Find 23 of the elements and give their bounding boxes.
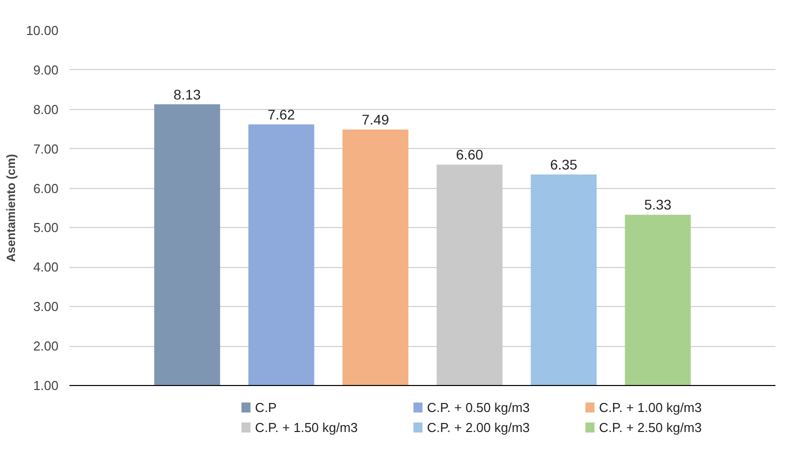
y-tick-label: 7.00 xyxy=(33,141,59,156)
y-tick-label: 4.00 xyxy=(33,260,59,275)
y-tick-label: 5.00 xyxy=(33,220,59,236)
y-tick-label: 6.00 xyxy=(33,180,59,196)
y-tick-label: 1.00 xyxy=(33,378,59,393)
legend-label: C.P. + 2.00 kg/m3 xyxy=(427,420,530,435)
legend-label: C.P. + 1.50 kg/m3 xyxy=(255,420,358,435)
data-label: 6.35 xyxy=(550,156,578,172)
y-tick-label: 9.00 xyxy=(33,62,59,78)
legend-label: C.P xyxy=(255,400,277,415)
legend-label: C.P. + 0.50 kg/m3 xyxy=(427,400,530,415)
legend-label: C.P. + 2.50 kg/m3 xyxy=(599,420,702,435)
y-tick-label: 3.00 xyxy=(33,299,59,314)
data-label: 8.13 xyxy=(174,86,202,102)
data-label: 7.62 xyxy=(268,106,296,122)
y-tick-label: 2.00 xyxy=(33,338,59,354)
legend-label: C.P. + 1.00 kg/m3 xyxy=(599,400,702,415)
y-tick-label: 10.00 xyxy=(26,23,59,38)
y-tick-label: 8.00 xyxy=(33,102,59,117)
data-label: 5.33 xyxy=(644,196,672,213)
y-axis-title: Asentamiento (cm) xyxy=(4,154,18,262)
data-label: 6.60 xyxy=(456,146,484,163)
data-label: 7.49 xyxy=(362,112,390,128)
